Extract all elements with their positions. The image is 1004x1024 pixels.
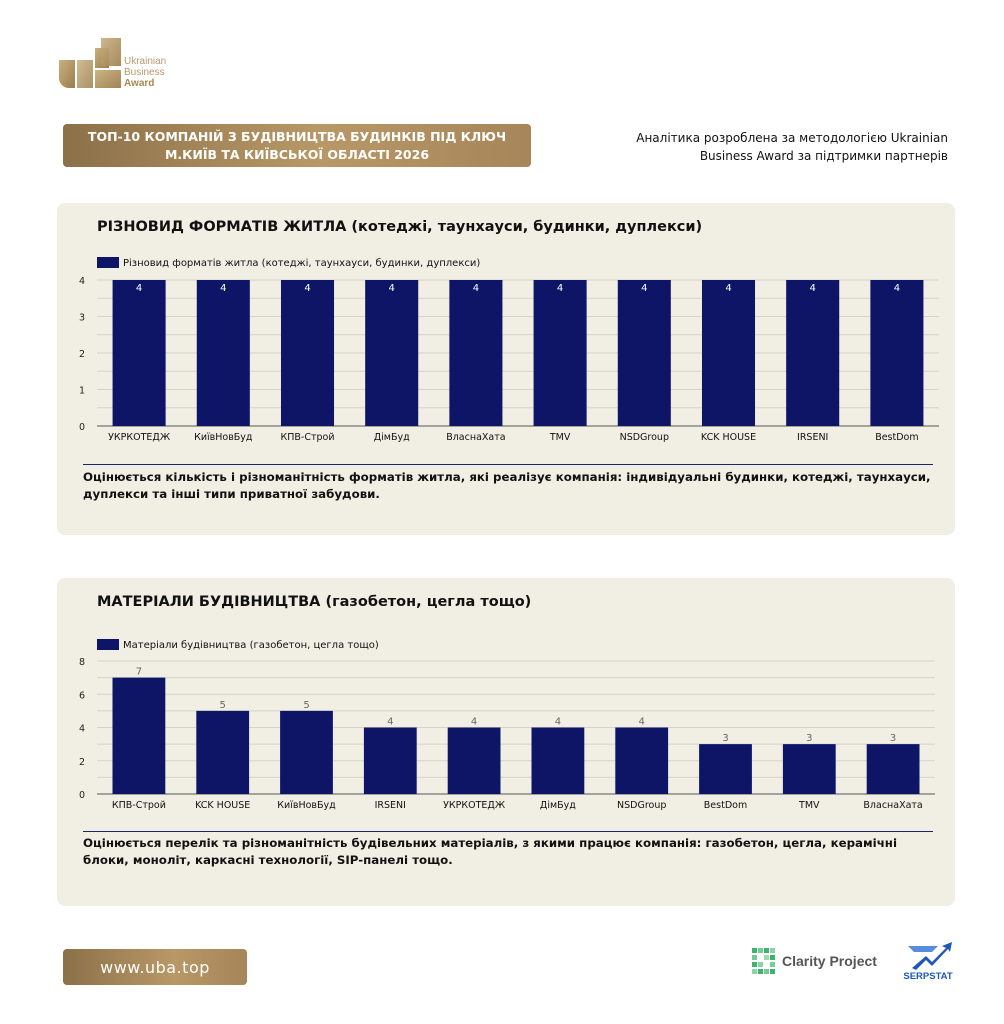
y-tick-label: 8 bbox=[79, 657, 85, 668]
divider bbox=[83, 464, 933, 465]
x-tick-label: TMV bbox=[798, 800, 820, 811]
divider bbox=[83, 831, 933, 832]
x-tick-label: УКРКОТЕДЖ bbox=[443, 800, 506, 811]
x-tick-label: КиївНовБуд bbox=[194, 432, 253, 443]
data-label: 4 bbox=[639, 717, 645, 728]
website-link-button[interactable]: www.uba.top bbox=[63, 949, 247, 985]
data-label: 4 bbox=[555, 717, 561, 728]
x-tick-label: BestDom bbox=[704, 800, 747, 811]
x-tick-label: NSDGroup bbox=[617, 800, 666, 811]
bar bbox=[447, 727, 501, 794]
bar bbox=[112, 280, 166, 426]
page-title: ТОП-10 КОМПАНІЙ З БУДІВНИЦТВА БУДИНКІВ П… bbox=[63, 124, 531, 167]
y-tick-label: 0 bbox=[79, 790, 85, 801]
serpstat-logo-icon bbox=[908, 942, 952, 970]
x-tick-label: IRSENI bbox=[375, 800, 406, 811]
legend-swatch bbox=[97, 639, 119, 650]
data-label: 4 bbox=[389, 283, 395, 294]
bar bbox=[449, 280, 503, 426]
y-tick-label: 4 bbox=[79, 724, 85, 735]
chart-card-housing-formats: РІЗНОВИД ФОРМАТІВ ЖИТЛА (котеджі, таунха… bbox=[57, 203, 955, 535]
data-label: 4 bbox=[471, 717, 477, 728]
bar-chart-housing-formats: Різновид форматів житла (котеджі, таунха… bbox=[79, 257, 939, 443]
data-label: 4 bbox=[387, 717, 393, 728]
data-label: 3 bbox=[806, 733, 812, 744]
y-tick-label: 6 bbox=[79, 690, 85, 701]
data-label: 4 bbox=[136, 283, 142, 294]
bar bbox=[531, 727, 585, 794]
bar bbox=[280, 710, 333, 794]
x-tick-label: TMV bbox=[549, 432, 571, 443]
data-label: 4 bbox=[473, 283, 479, 294]
data-label: 7 bbox=[136, 667, 142, 678]
y-tick-label: 1 bbox=[79, 386, 85, 397]
bar bbox=[615, 727, 669, 794]
y-tick-label: 0 bbox=[79, 422, 85, 433]
bar bbox=[533, 280, 587, 426]
legend-label: Різновид форматів житла (котеджі, таунха… bbox=[123, 257, 480, 269]
chart-title: МАТЕРІАЛИ БУДІВНИЦТВА (газобетон, цегла … bbox=[97, 594, 532, 610]
x-tick-label: NSDGroup bbox=[620, 432, 669, 443]
legend-swatch bbox=[97, 257, 119, 268]
data-label: 5 bbox=[220, 700, 226, 711]
data-label: 4 bbox=[894, 283, 900, 294]
data-label: 4 bbox=[725, 283, 731, 294]
data-label: 4 bbox=[810, 283, 816, 294]
serpstat-wordmark: SERPSTAT bbox=[903, 971, 953, 982]
bar bbox=[280, 280, 335, 426]
chart-title: РІЗНОВИД ФОРМАТІВ ЖИТЛА (котеджі, таунха… bbox=[97, 219, 703, 235]
y-tick-label: 3 bbox=[79, 313, 85, 324]
bar bbox=[363, 727, 417, 794]
bar bbox=[786, 280, 840, 426]
data-label: 4 bbox=[641, 283, 647, 294]
bar bbox=[866, 744, 920, 794]
y-tick-label: 2 bbox=[79, 757, 85, 768]
legend-label: Матеріали будівництва (газобетон, цегла … bbox=[123, 639, 379, 651]
bar bbox=[365, 280, 419, 426]
y-tick-label: 2 bbox=[79, 349, 85, 360]
y-tick-label: 4 bbox=[79, 276, 85, 287]
bar bbox=[699, 744, 752, 794]
x-tick-label: КиївНовБуд bbox=[277, 800, 336, 811]
x-tick-label: IRSENI bbox=[797, 432, 828, 443]
bar bbox=[782, 744, 836, 794]
data-label: 5 bbox=[303, 700, 309, 711]
x-tick-label: КПВ-Строй bbox=[280, 432, 334, 443]
bar bbox=[112, 677, 166, 794]
bar-chart-materials: Матеріали будівництва (газобетон, цегла … bbox=[79, 639, 935, 811]
bar bbox=[196, 710, 250, 794]
x-tick-label: УКРКОТЕДЖ bbox=[108, 432, 171, 443]
x-tick-label: KCK HOUSE bbox=[195, 800, 250, 811]
x-tick-label: ДімБуд bbox=[540, 800, 576, 811]
data-label: 3 bbox=[722, 733, 728, 744]
x-tick-label: КПВ-Строй bbox=[112, 800, 166, 811]
bar bbox=[870, 280, 924, 426]
ukrainian-business-award-logo bbox=[59, 38, 121, 88]
bar bbox=[196, 280, 250, 426]
logo-wordmark: Ukrainian Business Award bbox=[124, 56, 167, 89]
chart-description: Оцінюється кількість і різноманітність ф… bbox=[83, 470, 931, 501]
data-label: 4 bbox=[304, 283, 310, 294]
data-label: 3 bbox=[890, 733, 896, 744]
x-tick-label: ДімБуд bbox=[374, 432, 410, 443]
chart-card-materials: МАТЕРІАЛИ БУДІВНИЦТВА (газобетон, цегла … bbox=[57, 578, 955, 906]
clarity-grid-icon bbox=[752, 948, 775, 974]
x-tick-label: ВласнаХата bbox=[863, 800, 922, 811]
x-tick-label: BestDom bbox=[875, 432, 918, 443]
x-tick-label: KCK HOUSE bbox=[701, 432, 756, 443]
data-label: 4 bbox=[557, 283, 563, 294]
chart-description: Оцінюється перелік та різноманітність бу… bbox=[83, 836, 897, 867]
analytics-note: Аналітика розроблена за методологією Ukr… bbox=[636, 131, 948, 163]
clarity-project-logo: Clarity Project bbox=[752, 947, 877, 975]
bar bbox=[701, 280, 756, 426]
x-tick-label: ВласнаХата bbox=[446, 432, 505, 443]
data-label: 4 bbox=[220, 283, 226, 294]
bar bbox=[617, 280, 671, 426]
